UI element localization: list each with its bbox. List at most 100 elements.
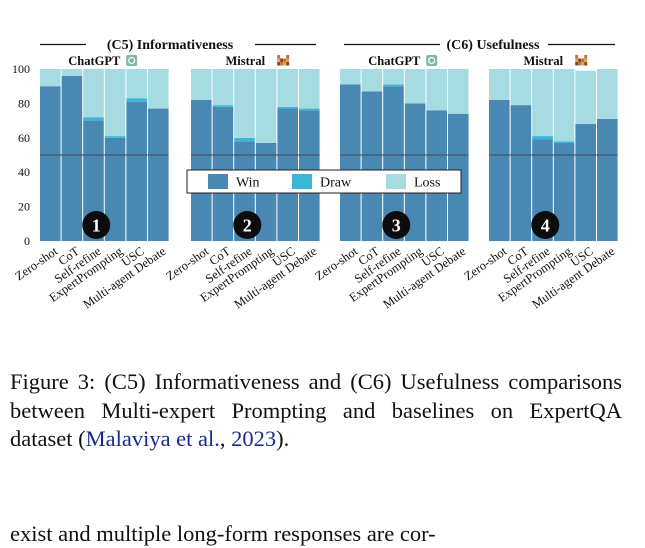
chatgpt-logo-icon-mark xyxy=(428,56,436,65)
legend-label: Draw xyxy=(320,176,352,191)
bar-win xyxy=(575,124,596,241)
bar-loss xyxy=(277,69,298,107)
section-title: (C6) Usefulness xyxy=(447,38,540,53)
bar-loss xyxy=(361,69,383,92)
panel-badge xyxy=(531,211,560,239)
bar-loss xyxy=(597,69,618,119)
bar-win xyxy=(553,142,575,241)
bar-win xyxy=(489,99,510,242)
bar-loss xyxy=(404,69,426,104)
bar-loss xyxy=(575,70,596,125)
bar-win xyxy=(126,101,147,242)
bar-win xyxy=(148,108,169,241)
citation-year-link[interactable]: 2023 xyxy=(231,426,277,451)
bar-win xyxy=(597,118,618,241)
panel-badge-number: 3 xyxy=(392,216,401,236)
y-tick-label: 100 xyxy=(12,62,30,76)
mistral-logo-icon xyxy=(277,55,290,66)
citation-author-link[interactable]: Malaviya et al. xyxy=(85,426,220,451)
bar-draw xyxy=(212,105,234,107)
bar-loss xyxy=(126,69,147,99)
bar-loss xyxy=(148,69,169,109)
mistral-logo-icon xyxy=(575,55,588,66)
bar-draw xyxy=(234,137,255,142)
bar-draw xyxy=(299,108,320,111)
bar-loss xyxy=(40,69,61,87)
mistral-logo-cell xyxy=(283,62,287,66)
bar-loss xyxy=(383,69,404,85)
bar-win xyxy=(340,84,361,241)
bar-draw xyxy=(532,136,553,140)
mistral-logo-cell xyxy=(283,58,287,62)
model-label: ChatGPT xyxy=(68,54,121,68)
mistral-logo-cell xyxy=(584,58,588,62)
bar-loss xyxy=(234,69,255,138)
mistral-logo-cell xyxy=(277,62,281,66)
mistral-logo-cell xyxy=(578,62,582,66)
mistral-logo-cell xyxy=(286,55,290,59)
panel-badge-number: 2 xyxy=(243,216,252,236)
y-tick-label: 20 xyxy=(18,200,30,214)
legend-swatch-draw xyxy=(292,174,312,189)
panel-badge xyxy=(82,211,111,239)
bar-win xyxy=(510,105,532,242)
bar-loss xyxy=(489,69,510,100)
body-text-line: exist and multiple long-form responses a… xyxy=(10,521,436,546)
bar-loss xyxy=(104,69,126,137)
legend-swatch-loss xyxy=(386,174,406,189)
y-tick-label: 60 xyxy=(18,131,30,145)
bar-loss xyxy=(61,69,83,76)
panel-badge-number: 4 xyxy=(541,216,550,236)
caption-text: (C5) Informativeness and (C6) Usefulness… xyxy=(10,369,623,451)
mistral-logo-cell xyxy=(575,55,579,59)
section-title: (C5) Informativeness xyxy=(107,38,234,53)
bar-loss xyxy=(212,69,234,106)
bar-loss xyxy=(426,69,447,111)
bar-loss xyxy=(83,69,104,118)
caption-end: ). xyxy=(276,426,290,451)
bar-loss xyxy=(299,69,320,109)
mistral-logo-cell xyxy=(581,62,585,66)
bar-draw xyxy=(383,84,404,87)
legend-label: Loss xyxy=(414,176,440,191)
panel-badge-number: 1 xyxy=(92,216,101,236)
model-label: Mistral xyxy=(524,54,564,68)
panel-badge xyxy=(382,211,411,239)
chatgpt-logo-icon xyxy=(426,55,438,66)
bar-win xyxy=(361,91,383,241)
chatgpt-logo-icon-mark xyxy=(128,56,136,65)
mistral-logo-cell xyxy=(277,55,281,59)
bar-draw xyxy=(553,141,575,143)
mistral-logo-cell xyxy=(584,55,588,59)
chart-panel-1: Zero-shotCoTSelf-refineExpertPromptingUS… xyxy=(12,54,168,311)
bar-draw xyxy=(126,98,147,102)
bar-loss xyxy=(510,69,532,106)
legend-swatch-win xyxy=(208,174,228,189)
caption-label: Figure 3: xyxy=(10,369,96,394)
figure-chart: 020406080100Zero-shotCoTSelf-refineExper… xyxy=(12,38,618,311)
y-tick-label: 80 xyxy=(18,96,30,110)
citation-separator: , xyxy=(219,426,232,451)
bar-loss xyxy=(340,69,361,85)
bar-win xyxy=(83,120,104,241)
bar-loss xyxy=(553,69,575,142)
model-label: Mistral xyxy=(226,54,266,68)
bar-loss xyxy=(532,69,553,137)
bar-loss xyxy=(191,69,212,100)
chart-panel-4: Zero-shotCoTSelf-refineExpertPromptingUS… xyxy=(461,54,617,311)
chatgpt-logo-icon xyxy=(126,55,138,66)
mistral-logo-cell xyxy=(286,58,290,62)
bar-loss xyxy=(448,69,469,114)
legend: Win Draw Loss xyxy=(186,169,462,194)
bar-win xyxy=(61,75,83,241)
bar-loss xyxy=(255,69,277,143)
bar-win xyxy=(383,86,404,241)
mistral-logo-cell xyxy=(581,58,585,62)
mistral-logo-cell xyxy=(286,62,290,66)
figure-caption: Figure 3: (C5) Informativeness and (C6) … xyxy=(10,368,622,454)
model-label: ChatGPT xyxy=(368,54,421,68)
panel-badge xyxy=(233,211,262,239)
mistral-logo-cell xyxy=(584,62,588,66)
mistral-logo-cell xyxy=(578,58,582,62)
y-tick-label: 40 xyxy=(18,165,30,179)
